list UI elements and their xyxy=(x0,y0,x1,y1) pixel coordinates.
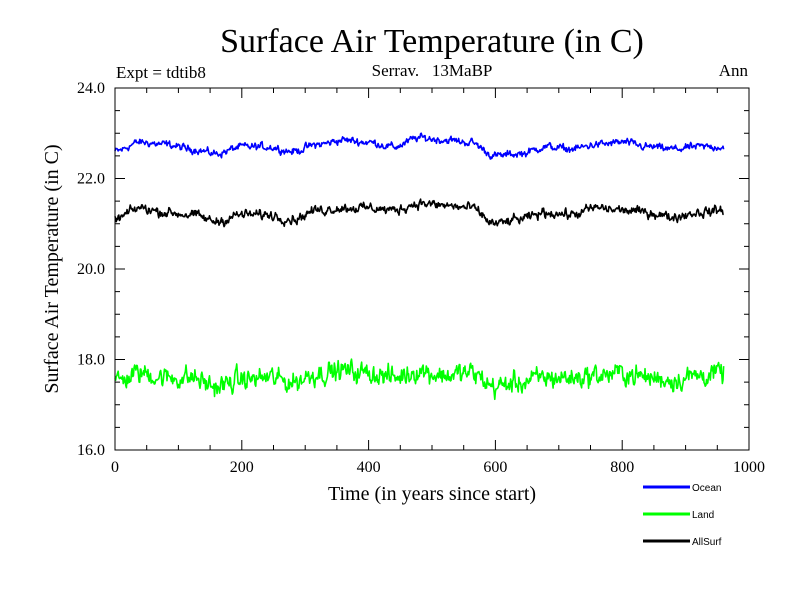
series-line-allsurf xyxy=(114,198,724,228)
x-tick-label: 600 xyxy=(483,459,507,476)
season-label: Ann xyxy=(719,61,749,80)
x-tick-label: 200 xyxy=(230,459,254,476)
x-tick-label: 0 xyxy=(111,459,119,476)
period-label: Serrav. 13MaBP xyxy=(372,61,493,80)
legend-label-allsurf: AllSurf xyxy=(692,537,722,548)
experiment-label: Expt = tdtib8 xyxy=(116,63,206,82)
y-tick-label: 24.0 xyxy=(77,80,105,97)
series-line-ocean xyxy=(114,132,725,160)
y-tick-label: 18.0 xyxy=(77,352,105,369)
x-axis-label: Time (in years since start) xyxy=(328,483,536,505)
y-axis-label: Surface Air Temperature (in C) xyxy=(41,144,63,393)
y-tick-label: 16.0 xyxy=(77,442,105,459)
legend-label-land: Land xyxy=(692,510,714,521)
plot-frame xyxy=(114,87,750,451)
series-line-land xyxy=(114,358,725,401)
chart-title: Surface Air Temperature (in C) xyxy=(220,23,644,60)
legend-label-ocean: Ocean xyxy=(692,483,721,494)
x-tick-label: 1000 xyxy=(733,459,765,476)
x-tick-label: 800 xyxy=(610,459,634,476)
y-tick-label: 20.0 xyxy=(77,261,105,278)
legend: Ocean Land AllSurf xyxy=(643,483,722,548)
y-tick-label: 22.0 xyxy=(77,171,105,188)
series-layer xyxy=(114,132,725,401)
ticks-layer: 0 200 400 600 800 1000 16.0 18.0 20.0 22.0 24.0 xyxy=(77,80,765,476)
x-tick-label: 400 xyxy=(357,459,381,476)
